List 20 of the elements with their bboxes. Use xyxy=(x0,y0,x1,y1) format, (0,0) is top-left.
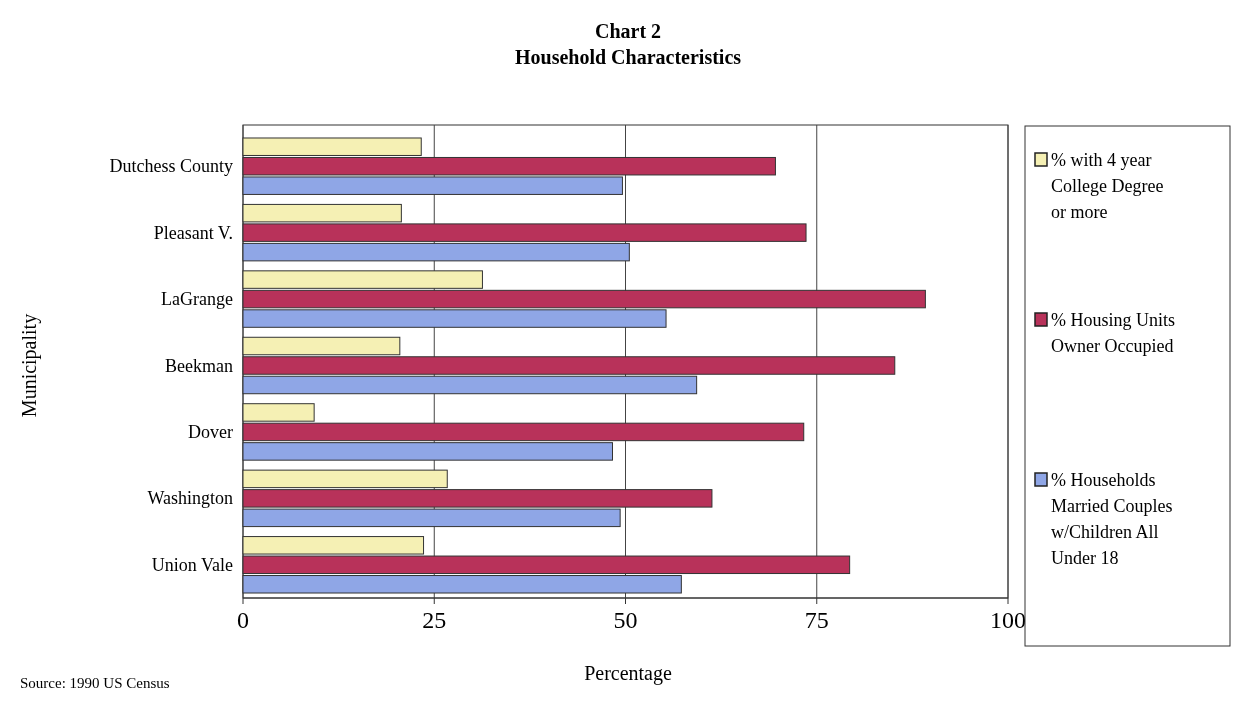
y-tick-label: LaGrange xyxy=(161,289,233,310)
y-tick-label: Union Vale xyxy=(151,554,233,575)
x-tick-label: 50 xyxy=(613,607,638,633)
chart-subtitle: Household Characteristics xyxy=(514,46,742,68)
y-tick-label: Beekman xyxy=(165,355,233,376)
chart-title: Chart 2 xyxy=(594,20,662,42)
y-tick-label: Pleasant V. xyxy=(153,222,233,243)
y-tick-label: Dutchess County xyxy=(109,156,233,177)
legend-label: % with 4 year College Degree or more xyxy=(1051,150,1164,222)
x-tick-label: 75 xyxy=(804,607,829,633)
y-tick-label: Dover xyxy=(188,421,233,442)
legend-label: % Households Married Couples w/Children All Under 18 xyxy=(1051,470,1173,568)
x-tick-label: 100 xyxy=(990,607,1026,633)
y-axis-title: Municipality xyxy=(18,313,41,418)
y-tick-label: Washington xyxy=(147,488,233,509)
x-tick-label: 0 xyxy=(237,607,249,633)
x-tick-label: 25 xyxy=(422,607,447,633)
source-note: Source: 1990 US Census xyxy=(20,675,170,691)
x-axis-title: Percentage xyxy=(584,662,672,685)
legend-label: % Housing Units Owner Occupied xyxy=(1051,310,1176,356)
